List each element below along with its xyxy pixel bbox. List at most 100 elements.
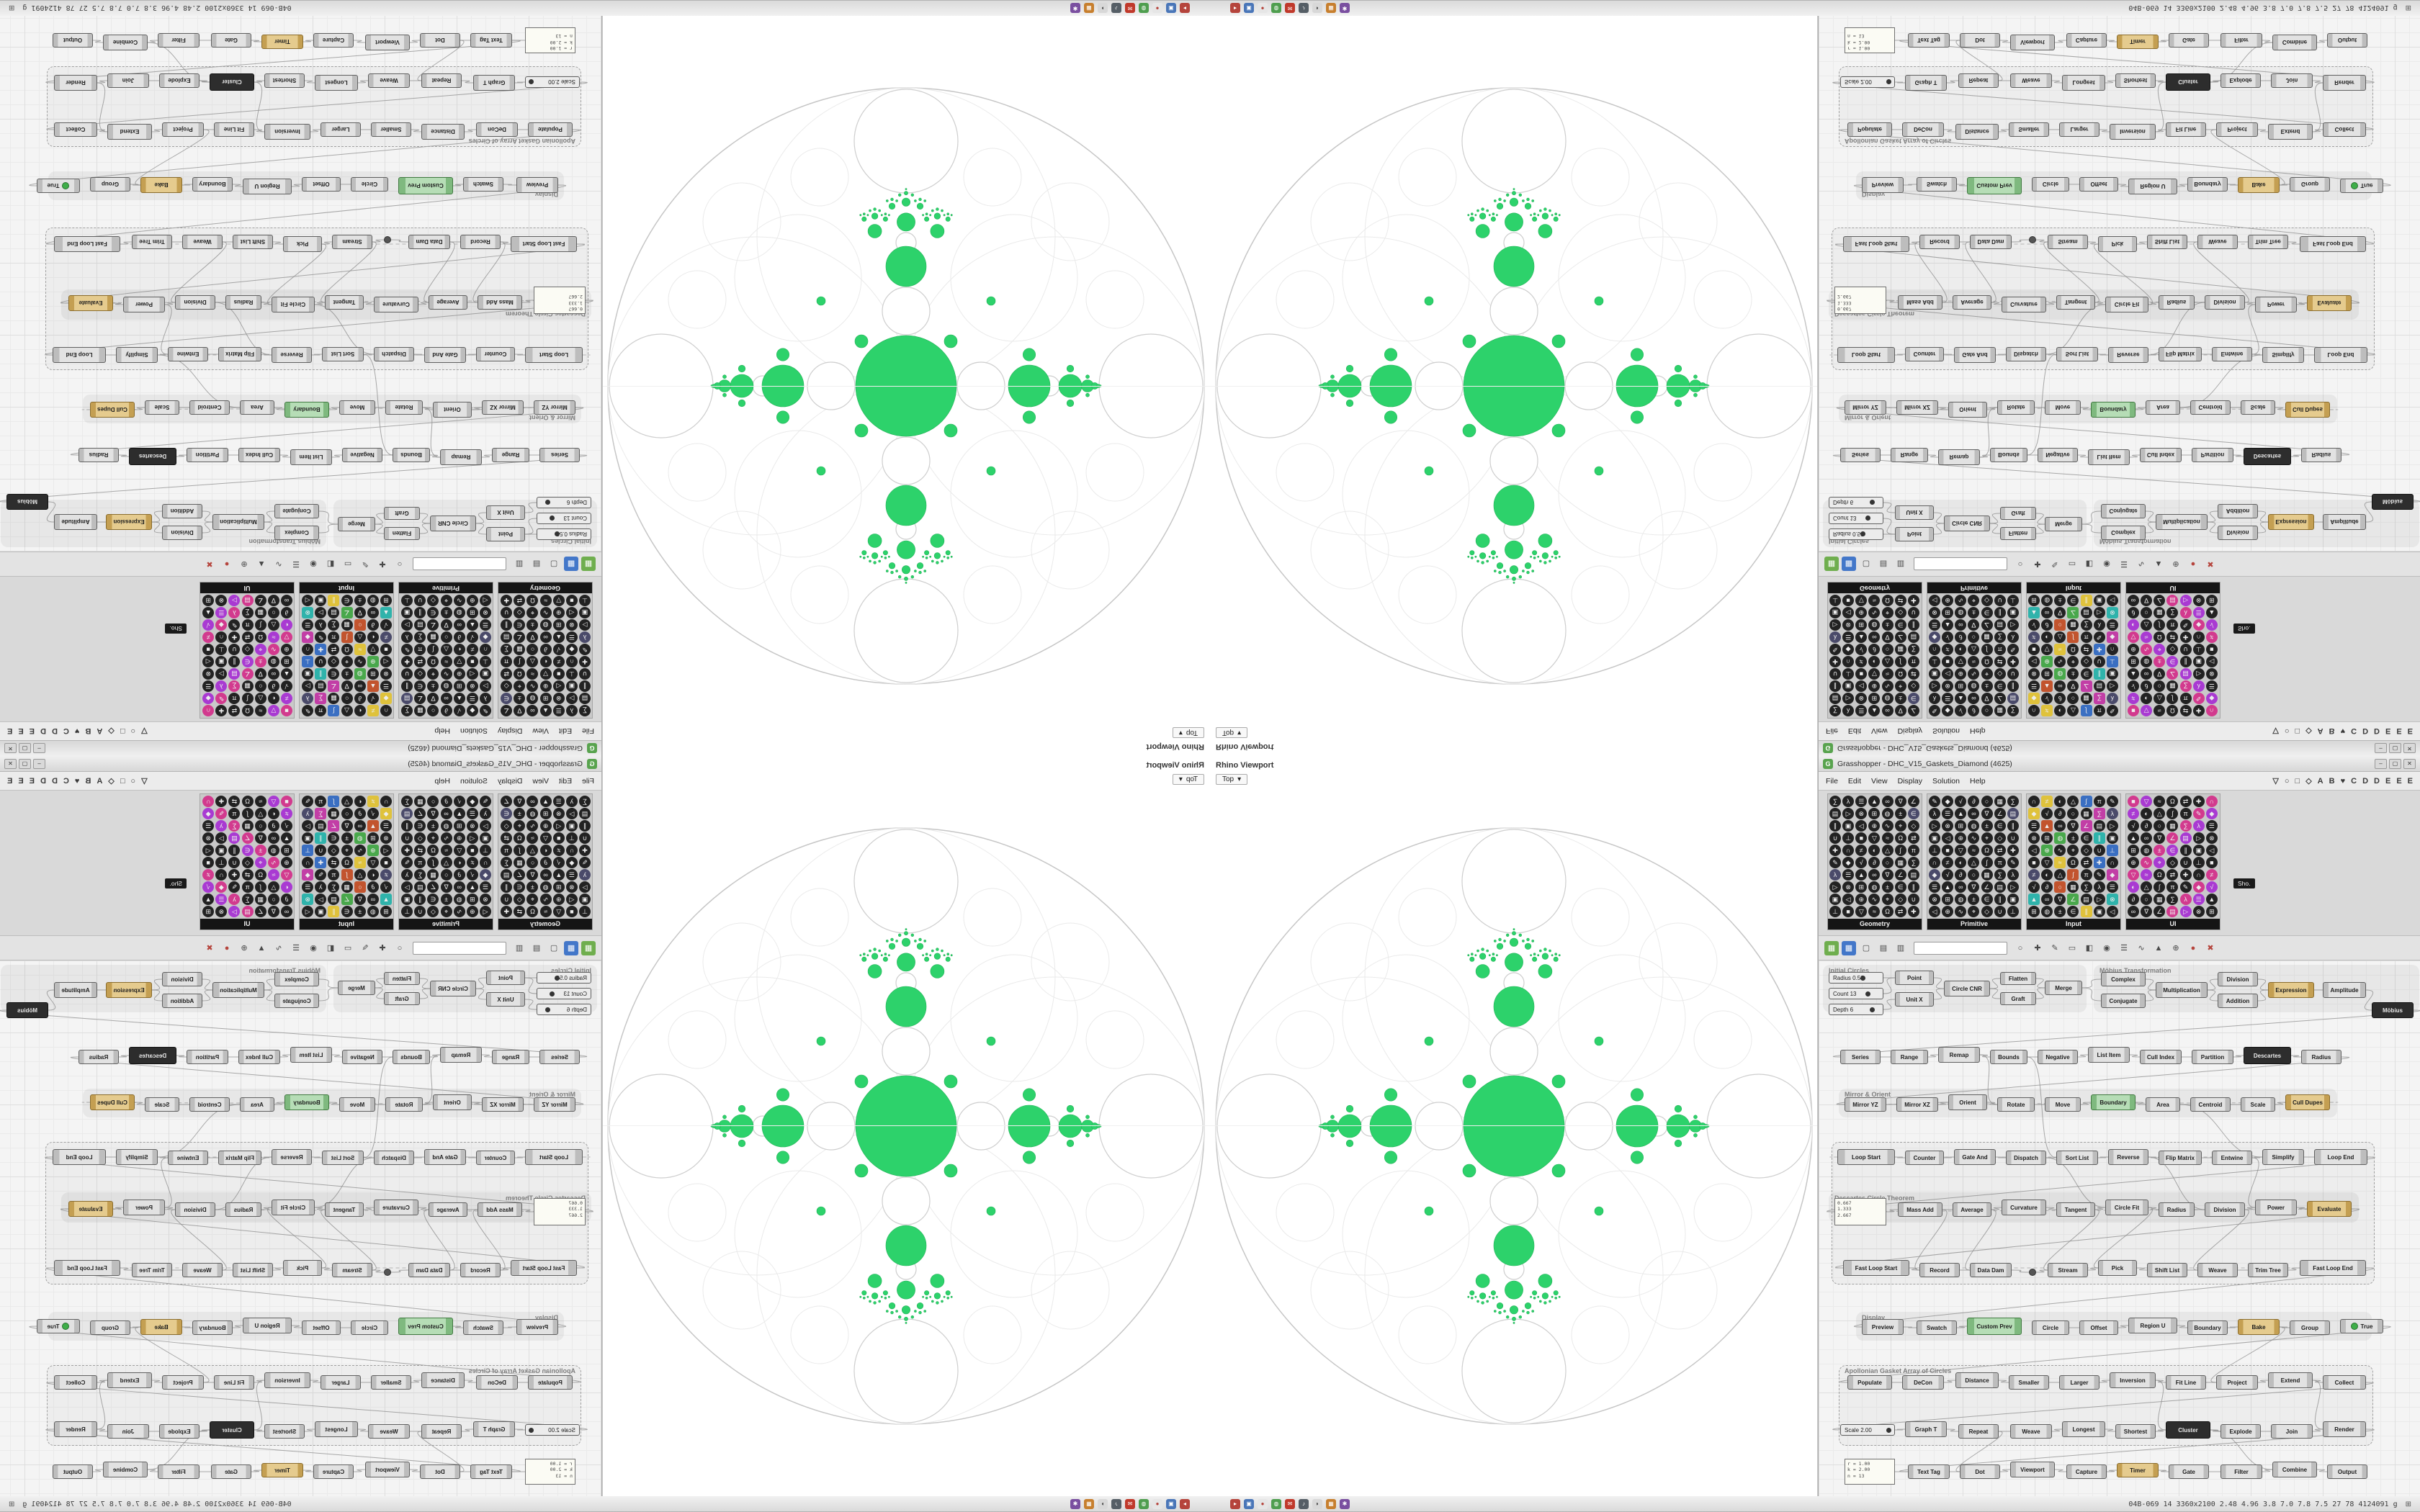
- palette-icon[interactable]: ⊗: [215, 906, 228, 917]
- palette-icon[interactable]: ⌖: [526, 894, 539, 905]
- gh-node-distance[interactable]: Distance: [421, 124, 465, 140]
- gh-node-gate[interactable]: Gate: [211, 33, 251, 48]
- category-tab-10[interactable]: E: [29, 776, 35, 786]
- gh-node-loop-start[interactable]: Loop Start: [1837, 1149, 1895, 1165]
- palette-icon[interactable]: ◐: [267, 808, 279, 819]
- palette-icon[interactable]: ≈: [539, 595, 552, 606]
- palette-icon[interactable]: ▣: [565, 680, 578, 692]
- palette-icon[interactable]: ∑: [1907, 857, 1919, 868]
- palette-icon[interactable]: λ: [1929, 808, 1940, 819]
- gh-node-explode[interactable]: Explode: [159, 73, 200, 88]
- palette-icon[interactable]: ○: [1981, 705, 1993, 716]
- palette-icon[interactable]: ▲: [539, 705, 552, 716]
- palette-icon[interactable]: ✚: [2179, 869, 2192, 881]
- palette-icon[interactable]: ○: [2154, 820, 2166, 832]
- palette-icon[interactable]: ◆: [215, 619, 228, 631]
- palette-icon[interactable]: ☰: [552, 796, 565, 807]
- palette-icon[interactable]: ◍: [2141, 845, 2153, 856]
- palette-icon[interactable]: ∇: [341, 820, 353, 832]
- palette-icon[interactable]: ▦: [427, 869, 439, 881]
- palette-icon[interactable]: ■: [1842, 906, 1855, 917]
- gh-node-repeat[interactable]: Repeat: [1958, 1424, 1999, 1439]
- palette-icon[interactable]: △: [267, 881, 279, 893]
- palette-icon[interactable]: ⊗: [2205, 832, 2218, 844]
- palette-icon[interactable]: π: [315, 705, 327, 716]
- palette-icon[interactable]: ∂: [281, 894, 292, 905]
- gh-node-r-1-00-k-2-00-n-13[interactable]: r = 1.00 k = 2.00 n = 13: [525, 1459, 575, 1485]
- palette-icon[interactable]: ◇: [2080, 656, 2092, 667]
- palette-icon[interactable]: ☰: [2205, 680, 2218, 692]
- palette-icon[interactable]: ◇: [501, 680, 513, 692]
- gh-node-boundary[interactable]: Boundary: [192, 177, 233, 192]
- palette-icon[interactable]: ▤: [1907, 869, 1919, 881]
- list-view-icon[interactable]: ☰: [292, 559, 300, 569]
- gh-node-text-tag[interactable]: Text Tag: [1908, 33, 1950, 48]
- palette-icon[interactable]: ∿: [1968, 668, 1980, 680]
- palette-icon[interactable]: ∥: [2007, 820, 2019, 832]
- palette-icon[interactable]: ▦: [514, 644, 526, 655]
- gh-node-scale[interactable]: Scale: [145, 400, 179, 415]
- palette-icon[interactable]: λ: [2093, 619, 2105, 631]
- palette-icon[interactable]: ∇: [1981, 693, 1993, 704]
- palette-icon[interactable]: ∠: [414, 808, 426, 819]
- settings-icon[interactable]: ✱: [1340, 1499, 1350, 1509]
- gh-node-fit-line[interactable]: Fit Line: [214, 122, 254, 137]
- gh-node-merge[interactable]: Merge: [338, 981, 375, 995]
- palette-icon[interactable]: ∞: [2141, 832, 2153, 844]
- palette-icon[interactable]: ⌖: [440, 595, 452, 606]
- palette-icon[interactable]: ○: [2054, 619, 2066, 631]
- palette-icon[interactable]: ◍: [1955, 894, 1967, 905]
- palette-icon[interactable]: ±: [514, 693, 526, 704]
- stop-icon[interactable]: ✖: [206, 559, 213, 569]
- palette-icon[interactable]: ∂: [367, 619, 379, 631]
- palette-icon[interactable]: Ω: [514, 832, 526, 844]
- palette-icon[interactable]: △: [2154, 808, 2166, 819]
- palette-icon[interactable]: ≠: [1942, 644, 1954, 655]
- palette-icon[interactable]: ▦: [2154, 894, 2166, 905]
- palette-icon[interactable]: ≈: [1868, 595, 1881, 606]
- palette-icon[interactable]: ▤: [1994, 881, 2006, 893]
- palette-icon[interactable]: ▲: [1942, 619, 1954, 631]
- gh-node-decon[interactable]: DeCon: [1902, 1375, 1944, 1390]
- palette-icon[interactable]: ∇: [1968, 881, 1980, 893]
- palette-icon[interactable]: ±: [514, 808, 526, 819]
- palette-icon[interactable]: ≠: [2128, 808, 2139, 819]
- palette-icon[interactable]: ∿: [539, 607, 552, 618]
- palette-icon[interactable]: ⊕: [2041, 845, 2053, 856]
- category-tab-4[interactable]: A: [97, 726, 103, 736]
- gh-node-evaluate[interactable]: Evaluate: [68, 1201, 113, 1217]
- palette-icon[interactable]: ∞: [2054, 820, 2066, 832]
- palette-icon[interactable]: ∫: [2154, 619, 2166, 631]
- menu-file[interactable]: File: [582, 776, 594, 786]
- palette-icon[interactable]: ∩: [302, 644, 314, 655]
- category-tab-12[interactable]: E: [7, 776, 13, 786]
- category-tab-11[interactable]: E: [18, 726, 24, 736]
- palette-icon[interactable]: ▽: [281, 631, 292, 643]
- palette-icon[interactable]: ✚: [215, 705, 228, 716]
- palette-icon[interactable]: π: [1907, 845, 1919, 856]
- palette-icon[interactable]: ∇: [354, 607, 366, 618]
- palette-icon[interactable]: ±: [1968, 894, 1980, 905]
- gh-node-series[interactable]: Series: [539, 1050, 580, 1064]
- palette-icon[interactable]: λ: [2192, 680, 2205, 692]
- gh-node-division[interactable]: Division: [2218, 972, 2258, 986]
- palette-icon[interactable]: ∪: [2007, 832, 2019, 844]
- palette-icon[interactable]: ≠: [1855, 845, 1868, 856]
- palette-icon[interactable]: √: [552, 644, 565, 655]
- palette-icon[interactable]: ∇: [1881, 869, 1894, 881]
- palette-icon[interactable]: ▽: [367, 644, 379, 655]
- palette-icon[interactable]: ▲: [2028, 607, 2040, 618]
- palette-icon[interactable]: ⌖: [1981, 832, 1993, 844]
- gh-node-flatten[interactable]: Flatten: [384, 972, 420, 985]
- palette-icon[interactable]: ⊗: [302, 894, 314, 905]
- palette-icon[interactable]: ▽: [2041, 644, 2053, 655]
- palette-icon[interactable]: ✎: [2192, 693, 2205, 704]
- grid-green-icon[interactable]: ▦: [581, 557, 596, 572]
- gh-node-text-tag[interactable]: Text Tag: [470, 33, 512, 48]
- gh-node-orient[interactable]: Orient: [433, 1094, 472, 1110]
- palette-icon[interactable]: ∥: [501, 619, 513, 631]
- palette-icon[interactable]: ≠: [466, 644, 478, 655]
- palette-icon[interactable]: ▷: [1829, 881, 1841, 893]
- palette-icon[interactable]: ⌖: [526, 607, 539, 618]
- gh-node-bounds[interactable]: Bounds: [1990, 448, 2027, 462]
